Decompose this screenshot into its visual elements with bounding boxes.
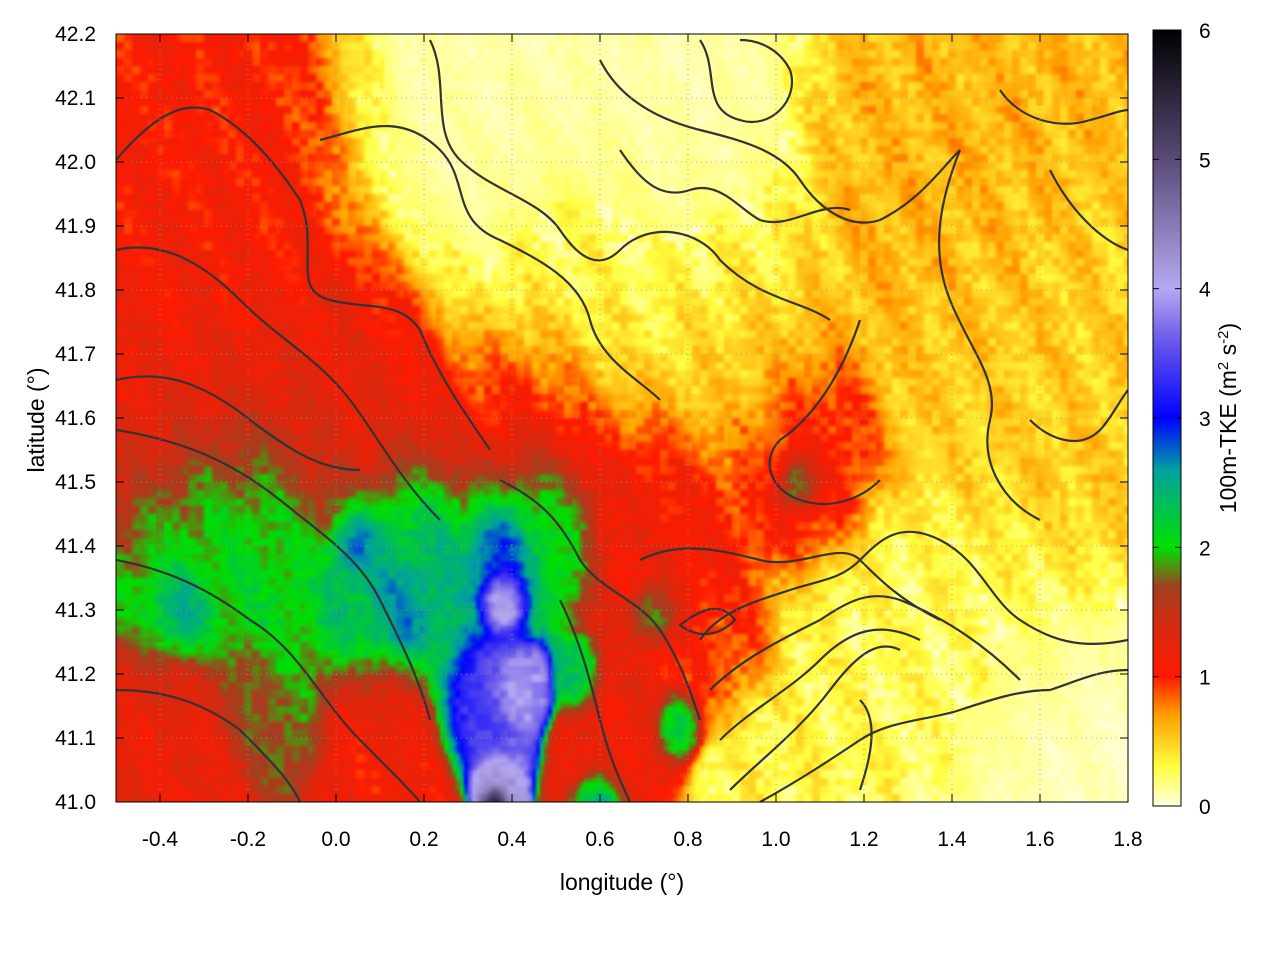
colorbar-tick-label: 1	[1199, 667, 1211, 690]
x-tick-label: 0.4	[497, 828, 527, 851]
plot-area: -0.4 -0.2 0.0 0.2 0.4 0.6 0.8 1.0 1.2 1.4 1.6 1.8 4…	[55, 23, 1142, 851]
contour-line	[116, 428, 432, 721]
x-tick-label: -0.4	[142, 828, 179, 851]
contour-line	[759, 668, 1128, 802]
y-tick-label: 42.0	[55, 151, 96, 174]
contour-line	[709, 595, 1021, 691]
y-tick-label: 41.0	[55, 791, 96, 814]
y-tick-label: 41.3	[55, 599, 96, 622]
y-tick-label: 42.2	[55, 23, 96, 46]
contour-line	[429, 39, 831, 321]
colorbar-title: 100m-TKE (m2 s-2)	[1215, 323, 1241, 513]
contour-line	[116, 246, 441, 521]
colorbar-tick-label: 5	[1199, 149, 1211, 172]
y-tick-label: 41.6	[55, 407, 96, 430]
contour-line	[116, 106, 491, 451]
contour-line	[1049, 169, 1128, 252]
y-tick-label: 41.7	[55, 343, 96, 366]
colorbar-title-sup2: -2	[1215, 330, 1232, 343]
x-tick-label: 1.4	[937, 828, 967, 851]
x-axis: -0.4 -0.2 0.0 0.2 0.4 0.6 0.8 1.0 1.2 1.4 1.6 1.8	[142, 34, 1143, 851]
colorbar-tick-label: 3	[1199, 408, 1211, 431]
y-tick-label: 41.8	[55, 279, 96, 302]
contour-line	[719, 628, 921, 741]
contour-line	[116, 688, 302, 802]
y-tick-label: 41.1	[55, 727, 96, 750]
y-tick-label: 41.4	[55, 535, 96, 558]
x-tick-label: 0.6	[585, 828, 614, 851]
x-axis-title: longitude (°)	[560, 869, 684, 895]
contour-line	[1029, 389, 1128, 442]
contour-line	[599, 59, 961, 224]
contour-line	[858, 699, 873, 791]
contour-line	[639, 547, 941, 621]
contour-line	[499, 479, 702, 721]
colorbar: 0 1 2 3 4 5 6	[1152, 20, 1211, 819]
contour-line	[937, 149, 1041, 521]
y-tick-label: 42.1	[55, 87, 96, 110]
contour-line	[678, 607, 737, 636]
contour-line	[699, 38, 793, 123]
colorbar-tick-label: 2	[1199, 537, 1211, 560]
x-tick-label: 1.2	[849, 828, 878, 851]
x-tick-label: 0.2	[409, 828, 438, 851]
colorbar-title-sup1: 2	[1215, 362, 1232, 370]
x-tick-label: 0.0	[321, 828, 350, 851]
contour-line	[319, 125, 661, 401]
colorbar-title-main: 100m-TKE (m	[1215, 370, 1241, 513]
contour-line	[729, 645, 901, 791]
colorbar-ticks: 0 1 2 3 4 5 6	[1153, 20, 1211, 819]
x-tick-label: 0.8	[673, 828, 702, 851]
terrain-contours	[116, 38, 1128, 802]
contour-line	[699, 530, 1128, 646]
colorbar-title-mid: s	[1215, 344, 1241, 362]
y-tick-label: 41.2	[55, 663, 96, 686]
colorbar-title-end: )	[1215, 323, 1241, 331]
colorbar-tick-label: 6	[1199, 20, 1211, 43]
y-tick-label: 41.9	[55, 215, 96, 238]
colorbar-tick-label: 0	[1199, 796, 1211, 819]
contour-line	[116, 558, 421, 802]
x-tick-label: 1.0	[761, 828, 790, 851]
x-tick-label: 1.8	[1113, 828, 1142, 851]
x-tick-label: 1.6	[1025, 828, 1054, 851]
y-axis: 41.0 41.1 41.2 41.3 41.4 41.5 41.6 41.7 41.8 41.9…	[55, 23, 1128, 814]
contour-line	[116, 375, 361, 472]
contour-line	[999, 89, 1128, 125]
colorbar-tick-label: 4	[1199, 279, 1211, 302]
x-tick-label: -0.2	[230, 828, 266, 851]
contour-line	[619, 149, 851, 224]
y-axis-title: latitude (°)	[23, 367, 49, 472]
y-tick-label: 41.5	[55, 471, 96, 494]
contour-line	[768, 319, 881, 505]
